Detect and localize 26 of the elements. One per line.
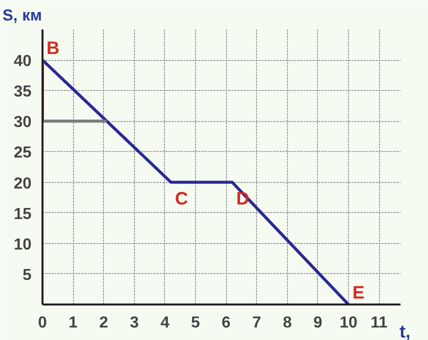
x-tick-label: 8 <box>282 314 292 332</box>
y-tick-label: 10 <box>14 236 32 254</box>
y-tick-label: 5 <box>22 266 32 284</box>
annotation: C <box>175 188 188 208</box>
x-tick-label: 2 <box>99 314 108 332</box>
x-tick-label: 9 <box>313 314 322 332</box>
annotation: E <box>352 282 364 302</box>
x-tick-label: 10 <box>340 314 358 332</box>
annotation: D <box>236 188 250 208</box>
x-tick-label: 3 <box>130 314 139 332</box>
x-tick-label: 7 <box>252 314 262 332</box>
x-tick-label: 5 <box>191 314 200 332</box>
annotation: B <box>46 38 60 58</box>
x-axis-title: t, <box>400 322 411 340</box>
y-tick-label: 40 <box>14 53 32 70</box>
x-tick-label: 1 <box>68 314 78 332</box>
x-tick-label: 4 <box>160 314 170 332</box>
x-tick-label: 11 <box>370 314 388 332</box>
y-tick-label: 30 <box>14 114 32 132</box>
x-tick-label: 6 <box>222 314 231 332</box>
y-tick-label: 15 <box>14 206 32 223</box>
y-axis-title: S, км <box>2 8 42 24</box>
y-tick-label: 20 <box>14 175 32 192</box>
y-tick-label: 25 <box>14 144 32 162</box>
y-tick-label: 35 <box>14 84 32 101</box>
x-tick-label: 0 <box>38 314 48 332</box>
